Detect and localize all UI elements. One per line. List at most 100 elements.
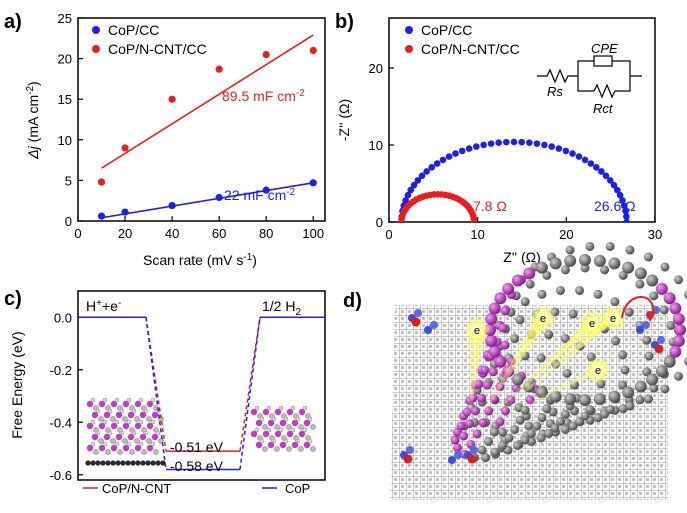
o-atom [467, 454, 477, 464]
cnt-ring-atom [562, 368, 572, 378]
cnt-ring-atom [515, 415, 525, 425]
cop-atom [298, 408, 306, 416]
chart-b: 0 10 20 30 0 10 20 Z'' (Ω) -Z'' (Ω) CoP/CC CoP… [336, 17, 662, 265]
cnt-ring-atom [501, 406, 511, 416]
p-atom [122, 438, 128, 444]
cnt-ring-atom [625, 245, 635, 255]
p-atom [105, 449, 111, 455]
electron-beam [486, 316, 621, 424]
cop-atom [303, 441, 311, 449]
p-atom [131, 408, 137, 414]
cnt-ring-atom [644, 252, 653, 262]
cnt-atom [150, 460, 156, 466]
cnt-rim-atom [485, 334, 498, 347]
p-atom [298, 446, 304, 452]
legend-a-label-cop: CoP/CC [108, 22, 159, 38]
p-atom [278, 405, 284, 411]
cnt-rim-atom [494, 355, 507, 368]
cop-atom [91, 411, 99, 419]
p-atom [129, 449, 135, 455]
p-atom [95, 408, 101, 414]
p-atom [110, 438, 116, 444]
cnt-ring-atom [585, 405, 595, 415]
p-atom [266, 405, 272, 411]
nyquist-point-0-15 [452, 150, 459, 157]
fit-line-0 [101, 182, 314, 219]
energy-label-cop-ncnt: -0.51 eV [170, 439, 224, 455]
cnt-rim-atom [564, 393, 577, 406]
cnt-rim-atom [655, 282, 668, 295]
cnt-ring-atom [515, 315, 525, 325]
h-atom [470, 446, 478, 454]
cop-atom [267, 419, 275, 427]
p-atom [146, 416, 152, 422]
x-tick-label: 80 [259, 226, 273, 241]
p-atom [283, 438, 289, 444]
cnt-ring-atom [580, 411, 590, 421]
p-atom [158, 438, 164, 444]
cnt-ring-atom [498, 323, 508, 333]
cnt-atom [120, 460, 126, 466]
cop-atom [134, 400, 142, 408]
cop-atom [86, 422, 94, 430]
cnt-ring-atom [660, 384, 670, 394]
cnt-ring-atom [544, 428, 554, 438]
cnt-rim-atom [494, 292, 507, 305]
circuit-label-rct: Rct [593, 101, 614, 116]
p-atom [310, 446, 316, 452]
cnt-rim-atom [672, 313, 685, 326]
h-atom [454, 451, 462, 459]
h-atom [657, 336, 665, 344]
cnt-ring-atom [618, 404, 628, 414]
y-tick-label: 10 [58, 133, 72, 148]
data-point-0-2 [168, 201, 176, 210]
cnt-ring-atom [644, 351, 654, 361]
cop-atom [134, 444, 142, 452]
cop-atom [250, 430, 258, 438]
cnt-ring-atom [611, 336, 621, 346]
cnt-rim-atom [488, 345, 501, 358]
x-tick-label: 20 [118, 226, 132, 241]
cnt-atom [135, 460, 141, 466]
connector-0-b [239, 317, 261, 452]
cop-atom [279, 441, 287, 449]
p-atom [271, 416, 277, 422]
cnt-ring-atom [536, 433, 546, 443]
cnt-ring-atom [542, 270, 552, 280]
p-atom [126, 397, 132, 403]
nyquist-point-0-14 [445, 153, 453, 160]
o-atom [411, 317, 421, 327]
cnt-ring-atom [593, 289, 603, 299]
data-point-1-4 [262, 50, 270, 59]
state-label-right: 1/2 H2 [262, 298, 301, 318]
nyquist-point-0-10 [423, 168, 430, 175]
p-atom [117, 449, 123, 455]
cnt-ring-atom [673, 371, 683, 381]
annotation-b-red: 7.8 Ω [473, 198, 507, 214]
p-atom [290, 405, 296, 411]
cnt-rim-atom [593, 254, 606, 267]
cnt-ring-atom [659, 305, 669, 315]
cnt-ring-atom [593, 413, 603, 423]
p-atom [119, 430, 125, 436]
cnt-atom [155, 460, 161, 466]
o-atom [654, 344, 664, 354]
cnt-ring-atom [500, 340, 510, 350]
cnt-rim-atom [535, 261, 548, 274]
cnt-ring-atom [532, 421, 542, 431]
equivalent-circuit [537, 55, 642, 99]
nyquist-point-0-31 [569, 150, 576, 157]
cnt-rim-atom [669, 345, 682, 358]
cnt-atom [105, 460, 111, 466]
electron-beam [474, 316, 551, 428]
y-tick-label: 20 [369, 61, 383, 76]
p-atom [102, 441, 108, 447]
cnt-rim-atom [622, 261, 635, 274]
p-atom [90, 397, 96, 403]
panel-label-c: c) [4, 288, 22, 310]
cop-atom [146, 444, 154, 452]
cnt-ring-atom [565, 245, 575, 255]
cop-atom [250, 408, 258, 416]
data-point-1-3 [215, 65, 223, 73]
data-point-0-3 [215, 193, 223, 202]
